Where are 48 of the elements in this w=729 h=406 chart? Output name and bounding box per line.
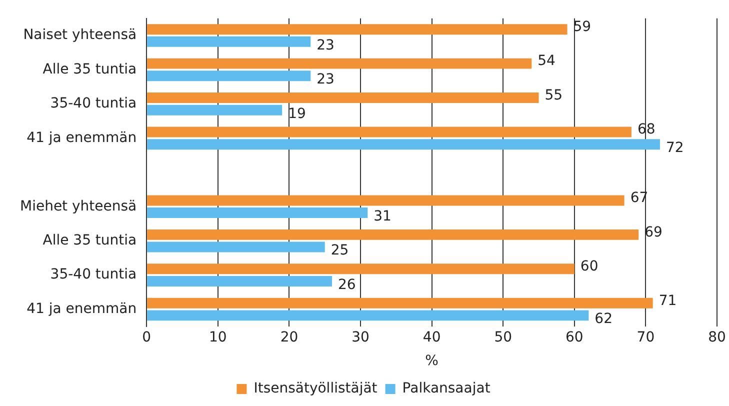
x-tick-label: 70	[636, 329, 655, 346]
bar	[147, 139, 660, 150]
x-axis-title: %	[425, 353, 438, 370]
y-tick-label: Alle 35 tuntia	[42, 61, 137, 78]
data-label: 23	[316, 72, 334, 88]
x-tick-label: 50	[494, 329, 512, 346]
y-tick-label: 35-40 tuntia	[50, 266, 137, 283]
bar	[147, 195, 624, 206]
data-label: 25	[330, 242, 349, 259]
bar	[147, 58, 532, 69]
data-label: 19	[288, 106, 306, 122]
bar	[147, 310, 589, 321]
y-tick-label: 41 ja enemmän	[26, 130, 137, 146]
data-label: 23	[316, 37, 334, 54]
bar	[147, 208, 368, 218]
x-tick-label: 60	[565, 329, 584, 346]
bar	[147, 276, 332, 286]
bar	[147, 126, 632, 138]
y-tick-label: 35-40 tuntia	[50, 96, 137, 112]
bar	[147, 70, 311, 82]
x-tick-label: 30	[352, 329, 370, 346]
y-tick-label: Alle 35 tuntia	[42, 232, 137, 248]
x-tick-label: 10	[209, 329, 227, 346]
bar	[147, 298, 653, 308]
bar	[147, 229, 639, 240]
x-tick-label: 20	[280, 329, 298, 346]
x-tick-label: 0	[142, 329, 152, 346]
bar	[147, 24, 568, 35]
y-tick-label: Miehet yhteensä	[20, 198, 137, 214]
legend-label: Palkansaajat	[402, 380, 491, 397]
y-tick-label: Naiset yhteensä	[23, 27, 137, 44]
data-label: 60	[580, 258, 598, 275]
bar	[147, 104, 282, 116]
x-tick-label: 80	[708, 329, 726, 346]
legend-label: Itsensätyöllistäjät	[254, 380, 378, 397]
y-tick-label: 41 ja enemmän	[26, 300, 137, 317]
data-label: 62	[594, 311, 612, 328]
bar	[147, 264, 574, 274]
data-label: 26	[338, 276, 356, 293]
data-label: 54	[538, 53, 556, 70]
x-tick-label: 40	[422, 329, 441, 346]
data-label: 31	[374, 208, 392, 224]
bar	[147, 36, 311, 47]
data-label: 71	[658, 292, 677, 309]
bar	[147, 92, 539, 104]
bar	[147, 242, 325, 252]
data-label: 55	[544, 87, 563, 104]
data-label: 72	[666, 140, 684, 156]
